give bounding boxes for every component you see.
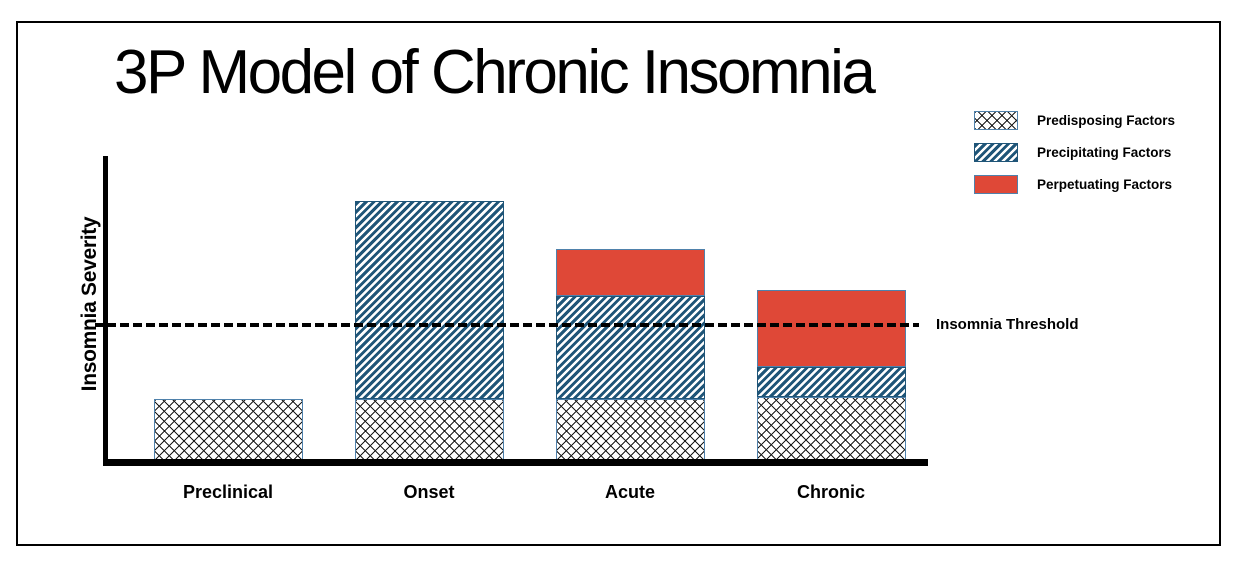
legend-label: Precipitating Factors (1037, 144, 1172, 160)
legend: Predisposing Factors Precipitating Factor… (974, 110, 1175, 206)
x-axis-label-acute: Acute (604, 482, 655, 502)
legend-label: Perpetuating Factors (1037, 176, 1173, 192)
legend-item: Predisposing Factors (974, 110, 1175, 130)
legend-item: Precipitating Factors (974, 142, 1175, 162)
bar-segment-preclinical-crosshatch (153, 398, 303, 463)
chart-title: 3P Model of Chronic Insomnia (114, 38, 876, 107)
threshold-label: Insomnia Threshold (936, 316, 1079, 333)
crosshatch-pattern-swatch-icon (974, 110, 1018, 130)
x-axis-label-preclinical: Preclinical (182, 482, 274, 502)
bar-segment-chronic-crosshatch (756, 397, 906, 463)
legend-item: Perpetuating Factors (974, 174, 1175, 194)
bar-segment-chronic-solid (756, 290, 906, 367)
threshold-line (107, 323, 919, 328)
bar-segment-chronic-diagonal (756, 366, 906, 398)
y-axis-line (103, 156, 108, 462)
x-axis-label-chronic: Chronic (796, 482, 865, 502)
solid-pattern-swatch-icon (974, 174, 1018, 194)
bar-segment-acute-crosshatch (555, 398, 705, 463)
bar-segment-onset-crosshatch (354, 398, 504, 463)
chart-border-frame (16, 21, 1221, 546)
bar-segment-onset-diagonal (354, 201, 504, 399)
threshold-tick (95, 323, 104, 328)
y-axis-title: Insomnia Severity (78, 216, 101, 392)
diagonal-pattern-swatch-icon (974, 142, 1018, 162)
legend-label: Predisposing Factors (1037, 112, 1176, 128)
bar-segment-acute-solid (555, 248, 705, 297)
bar-segment-acute-diagonal (555, 296, 705, 399)
x-axis-line (103, 459, 928, 466)
x-axis-label-onset: Onset (403, 482, 455, 502)
